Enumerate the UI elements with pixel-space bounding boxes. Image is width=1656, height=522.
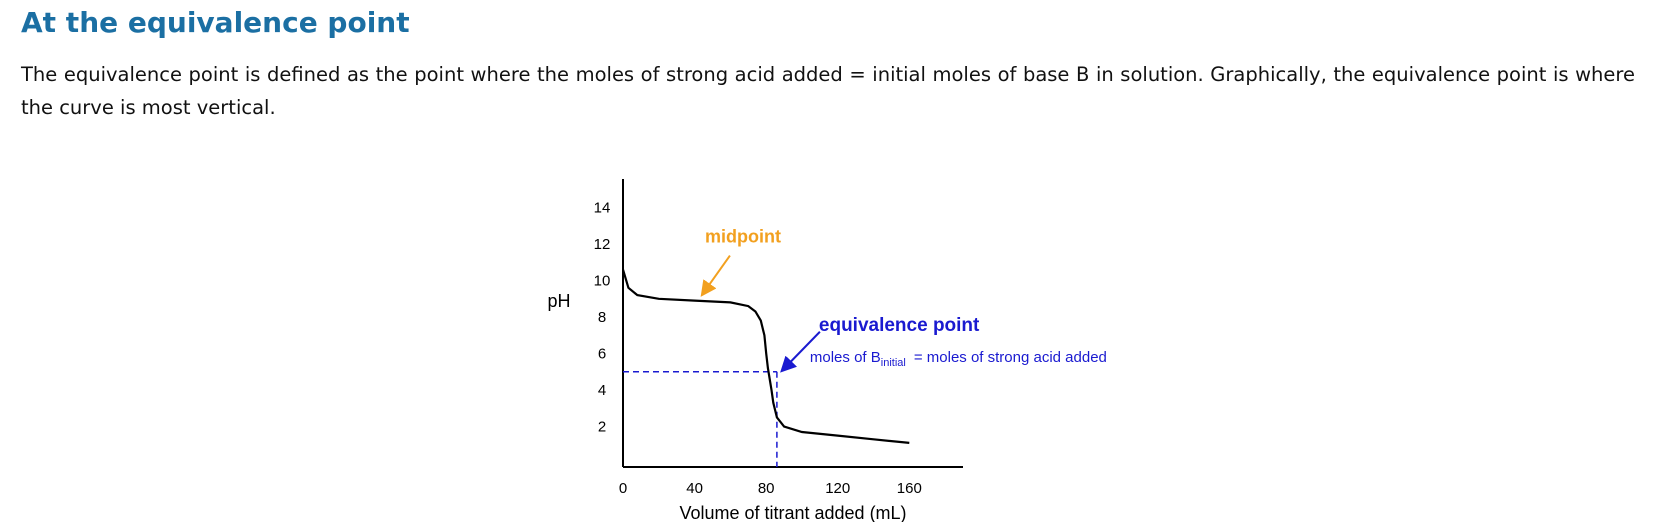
moles-subscript: initial <box>881 357 906 369</box>
x-tick-label: 160 <box>897 480 922 497</box>
moles-prefix: moles of B <box>810 349 881 366</box>
heading: At the equivalence point <box>21 6 410 39</box>
y-tick-label: 12 <box>594 236 611 253</box>
y-tick-label: 6 <box>598 346 606 363</box>
x-tick-label: 80 <box>758 480 775 497</box>
equivalence-arrow <box>780 331 821 373</box>
y-tick-label: 10 <box>594 273 611 290</box>
x-axis-label: Volume of titrant added (mL) <box>679 503 906 522</box>
y-tick-label: 14 <box>594 200 611 217</box>
y-tick-label: 2 <box>598 419 606 436</box>
titration-curve <box>621 269 910 444</box>
moles-suffix: = moles of strong acid added <box>914 349 1107 366</box>
x-tick-label: 40 <box>686 480 703 497</box>
y-axis-label: pH <box>547 291 570 311</box>
midpoint-label: midpoint <box>705 227 781 247</box>
x-tick-label: 0 <box>619 480 627 497</box>
equivalence-label: equivalence point <box>819 315 980 336</box>
paragraph: The equivalence point is defined as the … <box>21 63 1635 119</box>
midpoint-arrow <box>700 254 731 297</box>
x-tick-label: 120 <box>825 480 850 497</box>
moles-label: moles of Binitial = moles of strong acid … <box>810 349 1107 369</box>
y-tick-label: 4 <box>598 382 606 399</box>
y-tick-label: 8 <box>598 309 606 326</box>
